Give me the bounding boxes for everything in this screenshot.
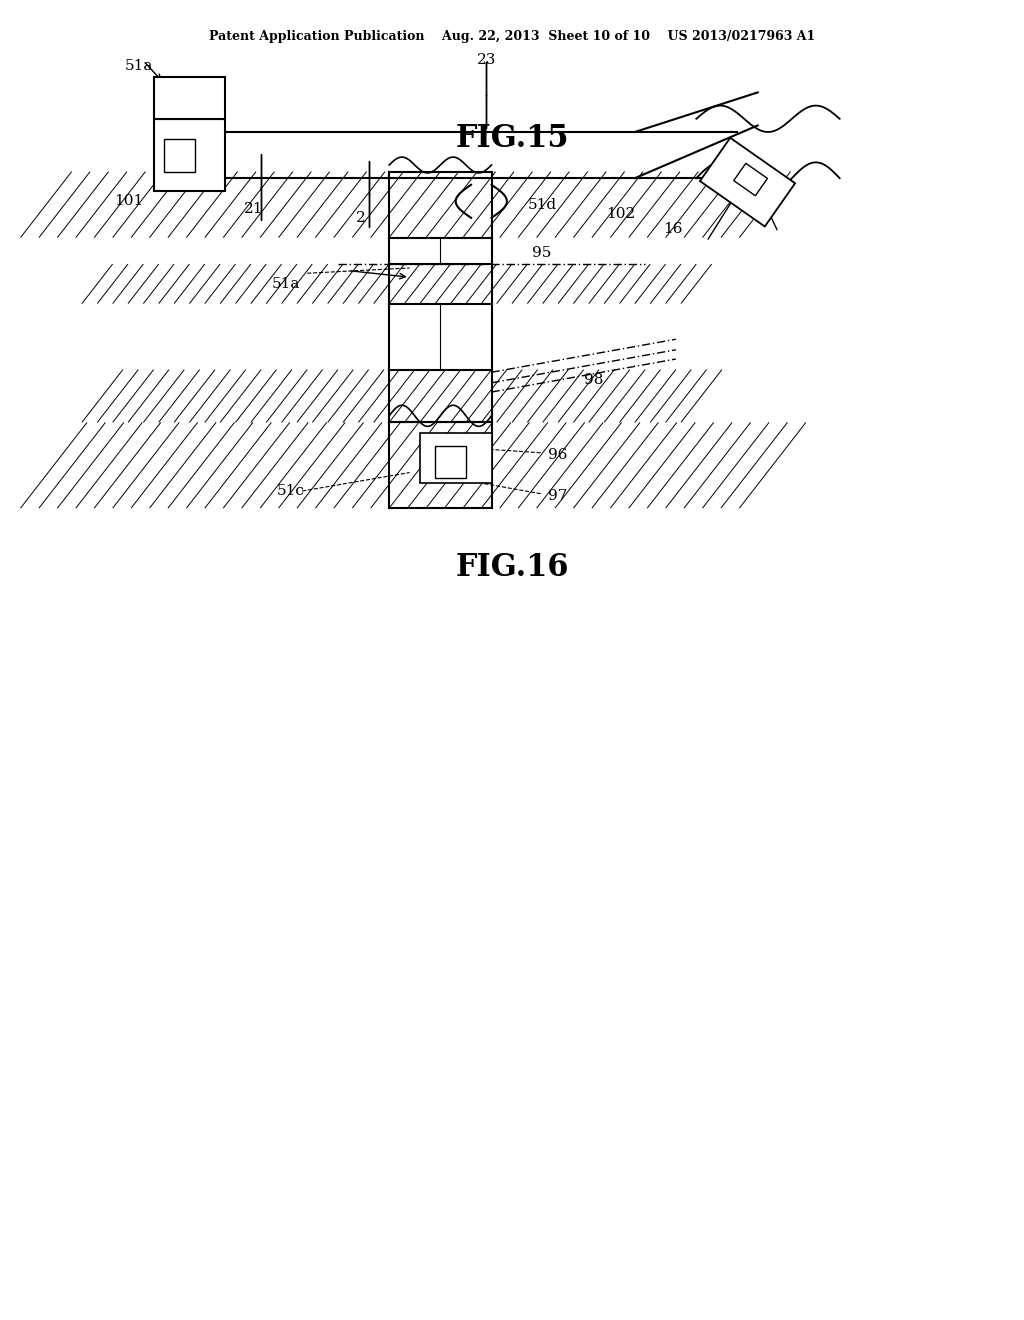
Bar (154, 119, 225, 191)
Bar (164, 139, 195, 172)
Bar (389, 264, 492, 304)
Bar (389, 422, 492, 508)
Text: 51a: 51a (125, 59, 154, 74)
Text: 51d: 51d (527, 198, 556, 211)
Bar (389, 370, 492, 422)
Text: 97: 97 (548, 490, 567, 503)
Text: 21: 21 (244, 202, 264, 216)
Bar (389, 172, 492, 238)
Text: 98: 98 (584, 374, 603, 387)
Bar (435, 446, 466, 478)
Text: FIG.16: FIG.16 (456, 552, 568, 583)
Text: FIG.15: FIG.15 (456, 123, 568, 154)
Bar (420, 433, 492, 483)
Polygon shape (734, 164, 767, 195)
Text: Patent Application Publication    Aug. 22, 2013  Sheet 10 of 10    US 2013/02179: Patent Application Publication Aug. 22, … (209, 30, 815, 44)
Text: 101: 101 (114, 194, 143, 209)
Text: 102: 102 (606, 207, 635, 222)
Polygon shape (700, 137, 795, 227)
Text: 96: 96 (548, 449, 567, 462)
Text: 51c: 51c (276, 484, 304, 498)
Text: 51a: 51a (271, 277, 300, 290)
Text: 23: 23 (477, 53, 496, 67)
Text: 16: 16 (664, 222, 683, 236)
Bar (154, 77, 225, 119)
Text: 95: 95 (532, 247, 552, 260)
Text: 2: 2 (355, 211, 366, 226)
